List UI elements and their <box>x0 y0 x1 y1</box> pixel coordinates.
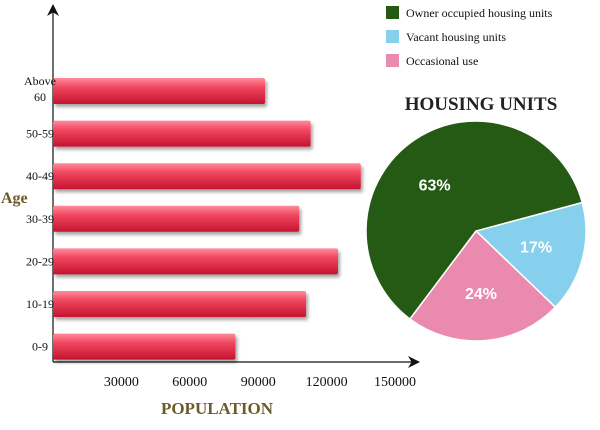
x-tick-label: 120000 <box>306 375 348 390</box>
bar-30-39 <box>53 205 300 232</box>
x-tick-label: 150000 <box>374 375 416 390</box>
x-tick-label: 60000 <box>172 375 207 390</box>
legend-swatch <box>386 6 399 19</box>
category-labels: Above 60 50-59 40-49 30-39 20-29 10-19 0-9 <box>24 74 56 354</box>
pie-slices <box>365 120 587 342</box>
pie-value-label: 17% <box>520 239 552 256</box>
pie-value-labels: 17% 24% 63% <box>419 178 552 303</box>
legend-swatch <box>386 30 399 43</box>
x-axis-title: POPULATION <box>161 399 274 418</box>
legend-swatch <box>386 54 399 67</box>
category-label: 0-9 <box>32 340 48 354</box>
legend-label: Owner occupied housing units <box>406 6 553 20</box>
bar-20-29 <box>53 248 338 275</box>
pie-slice-owner-occupied <box>365 120 584 320</box>
pie-slice-occasional-use <box>408 229 557 342</box>
bar-series <box>53 78 361 360</box>
x-tick-label: 30000 <box>104 375 139 390</box>
category-label: 50-59 <box>26 127 54 141</box>
legend-label: Occasional use <box>406 54 478 68</box>
category-label: 40-49 <box>26 169 54 183</box>
bar-0-9 <box>53 333 236 360</box>
legend: Owner occupied housing units Vacant housi… <box>386 6 553 68</box>
x-tick-label: 90000 <box>241 375 276 390</box>
legend-label: Vacant housing units <box>406 30 506 44</box>
x-tick-labels: 30000 60000 90000 120000 150000 <box>104 375 416 390</box>
bar-40-49 <box>53 163 361 190</box>
pie-slice-vacant <box>474 201 587 309</box>
pie-title: HOUSING UNITS <box>405 94 558 115</box>
pie-value-label: 63% <box>419 178 451 195</box>
category-label: 20-29 <box>26 254 54 268</box>
bar-above-60 <box>53 78 266 104</box>
category-label: Above <box>24 74 56 88</box>
bar-10-19 <box>53 291 307 317</box>
category-label: 10-19 <box>26 297 54 311</box>
pie-value-label: 24% <box>465 286 497 303</box>
category-label: 30-39 <box>26 212 54 226</box>
y-axis-title: Age <box>1 190 28 207</box>
category-label: 60 <box>34 90 46 104</box>
bar-50-59 <box>53 120 311 147</box>
